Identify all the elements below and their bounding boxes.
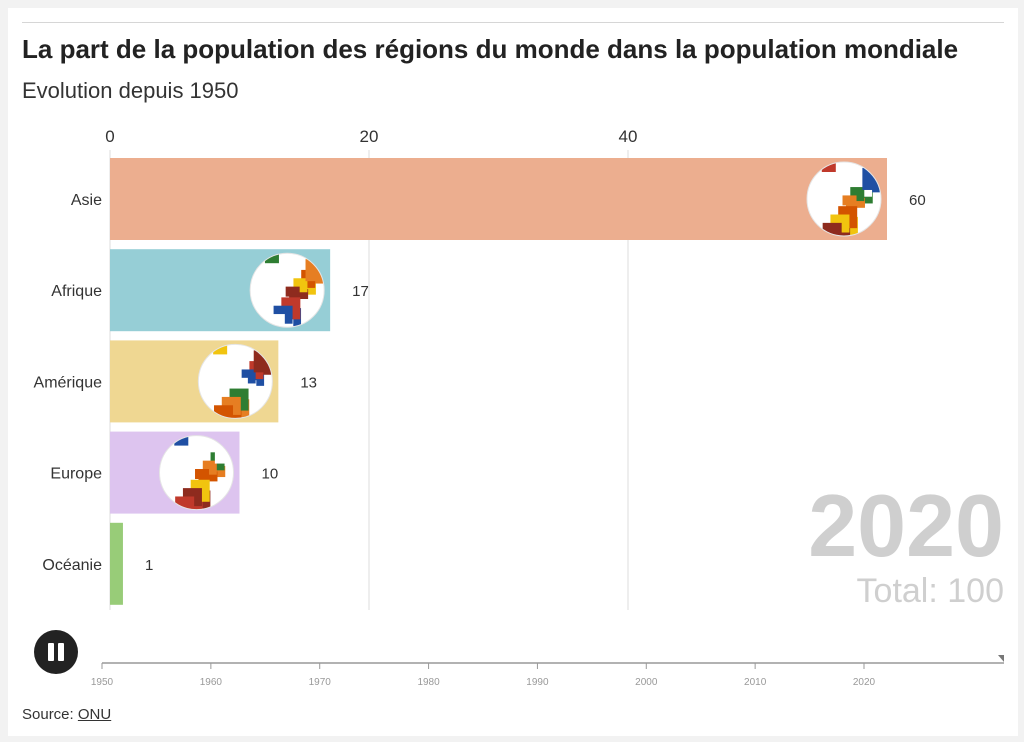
x-tick-label: 20 <box>360 127 379 146</box>
america-flags-globe-icon <box>197 343 273 419</box>
category-label: Océanie <box>42 557 102 574</box>
source-note: Source: ONU <box>22 706 111 723</box>
category-label: Amérique <box>34 374 103 391</box>
timeline-tick-label: 2010 <box>744 677 767 688</box>
timeline-tick-label: 2000 <box>635 677 658 688</box>
source-link[interactable]: ONU <box>77 706 112 723</box>
chart-subtitle: Evolution depuis 1950 <box>22 78 239 103</box>
bar-asie <box>110 158 887 240</box>
category-label: Europe <box>50 466 102 483</box>
source-label: Source: <box>22 706 74 723</box>
timeline-tick-label: 1960 <box>200 677 223 688</box>
bar-océanie <box>110 522 123 605</box>
value-label: 13 <box>300 374 317 391</box>
value-label: 1 <box>145 557 153 574</box>
timeline-tick-label: 1980 <box>417 677 440 688</box>
timeline-tick-label: 2020 <box>853 677 876 688</box>
total-label: Total: 100 <box>856 572 1004 610</box>
current-year-label: 2020 <box>808 476 1004 575</box>
value-label: 60 <box>909 192 926 209</box>
timeline-tick-label: 1970 <box>309 677 332 688</box>
timeline-handle-icon[interactable] <box>998 655 1004 662</box>
x-tick-label: 40 <box>619 127 638 146</box>
timeline-tick-label: 1950 <box>91 677 114 688</box>
category-label: Asie <box>71 192 102 209</box>
category-label: Afrique <box>51 283 102 300</box>
europe-flags-globe-icon <box>159 435 234 511</box>
asia-flags-globe-icon <box>806 161 882 237</box>
x-tick-label: 0 <box>105 127 114 146</box>
value-label: 10 <box>262 466 279 483</box>
timeline-tick-label: 1990 <box>526 677 549 688</box>
pause-button[interactable] <box>34 630 78 674</box>
chart-title: La part de la population des régions du … <box>22 34 959 64</box>
value-label: 17 <box>352 283 369 300</box>
top-rule <box>22 22 1004 23</box>
